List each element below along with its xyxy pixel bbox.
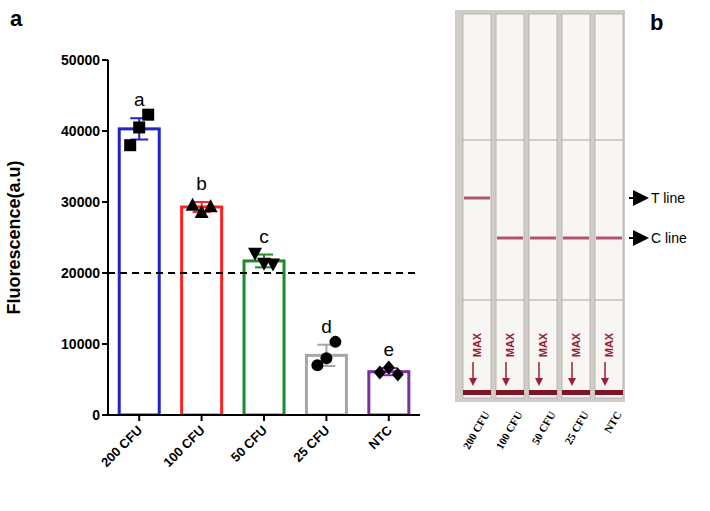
svg-text:a: a bbox=[134, 89, 145, 110]
svg-text:d: d bbox=[321, 316, 332, 337]
svg-text:50 CFU: 50 CFU bbox=[529, 409, 558, 447]
svg-text:NTC: NTC bbox=[365, 422, 395, 452]
svg-text:50000: 50000 bbox=[61, 52, 100, 68]
svg-text:Fluorescence(a.u): Fluorescence(a.u) bbox=[4, 160, 24, 314]
svg-text:NTC: NTC bbox=[602, 409, 624, 435]
svg-text:MAX: MAX bbox=[537, 332, 549, 357]
svg-text:0: 0 bbox=[92, 407, 100, 423]
svg-text:25 CFU: 25 CFU bbox=[290, 423, 332, 465]
svg-text:T line: T line bbox=[651, 190, 685, 206]
svg-text:40000: 40000 bbox=[61, 123, 100, 139]
svg-text:C line: C line bbox=[651, 230, 687, 246]
svg-text:100 CFU: 100 CFU bbox=[493, 409, 524, 451]
svg-text:20000: 20000 bbox=[61, 265, 100, 281]
svg-text:MAX: MAX bbox=[570, 332, 582, 357]
svg-text:200 CFU: 200 CFU bbox=[460, 409, 491, 451]
svg-text:10000: 10000 bbox=[61, 336, 100, 352]
svg-text:25 CFU: 25 CFU bbox=[562, 409, 591, 447]
svg-text:200 CFU: 200 CFU bbox=[98, 423, 145, 470]
svg-text:50 CFU: 50 CFU bbox=[228, 423, 270, 465]
svg-text:c: c bbox=[259, 226, 269, 247]
svg-text:b: b bbox=[650, 10, 663, 35]
svg-text:100 CFU: 100 CFU bbox=[160, 423, 207, 470]
svg-text:e: e bbox=[384, 339, 395, 360]
svg-text:MAX: MAX bbox=[504, 332, 516, 357]
html-text:a: a bbox=[10, 6, 23, 31]
svg-text:b: b bbox=[196, 173, 207, 194]
svg-text:30000: 30000 bbox=[61, 194, 100, 210]
svg-text:MAX: MAX bbox=[603, 332, 615, 357]
svg-text:MAX: MAX bbox=[471, 332, 483, 357]
